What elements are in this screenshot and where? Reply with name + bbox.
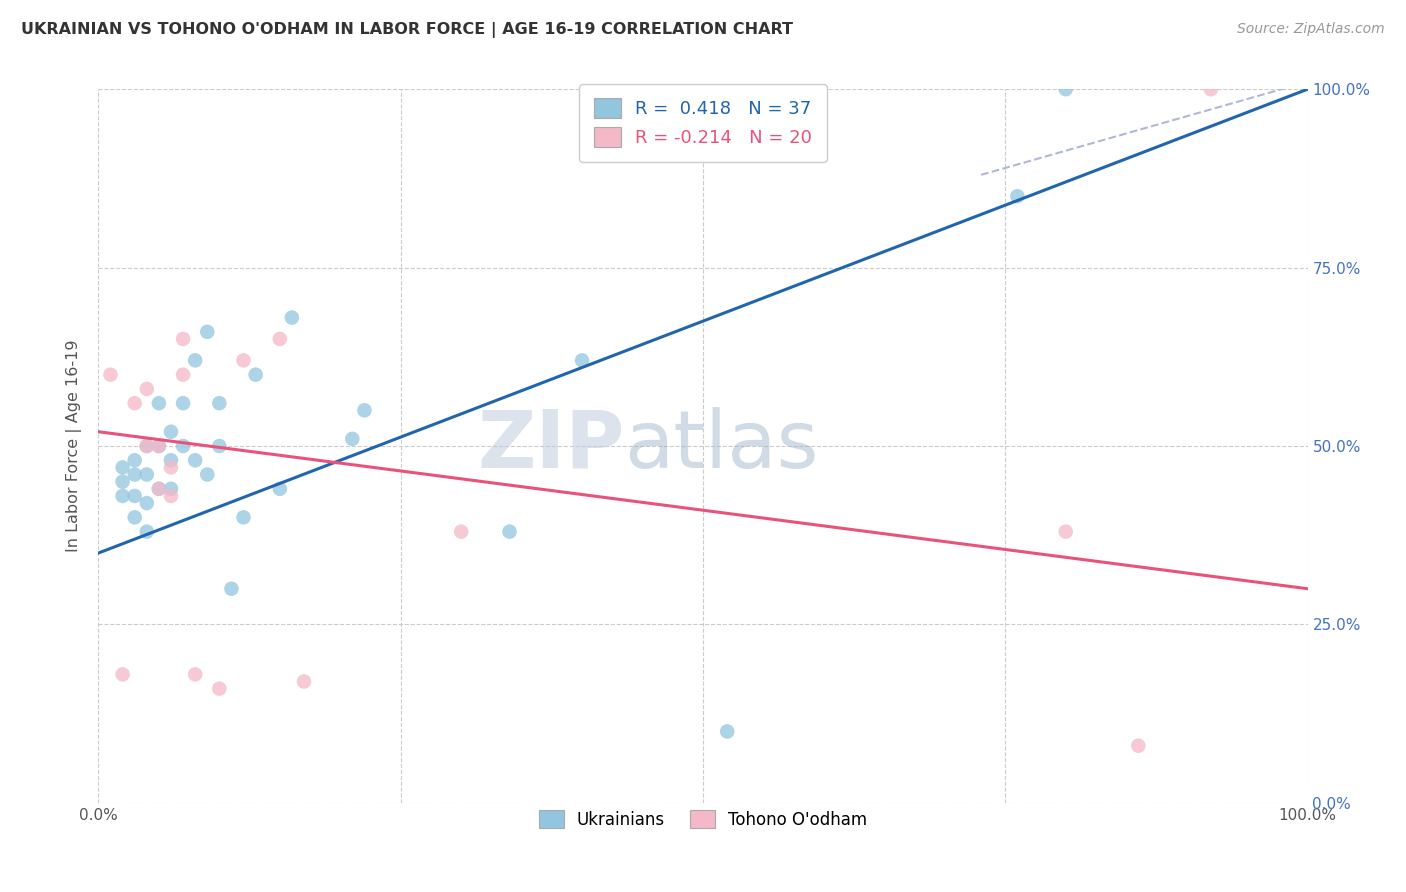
Point	[184, 453, 207, 467]
Point	[100, 368, 122, 382]
Point	[124, 396, 146, 410]
Point	[269, 332, 291, 346]
Point	[111, 489, 134, 503]
Legend: Ukrainians, Tohono O'odham: Ukrainians, Tohono O'odham	[530, 802, 876, 838]
Point	[571, 353, 593, 368]
Point	[184, 667, 207, 681]
Point	[124, 510, 146, 524]
Point	[148, 482, 170, 496]
Point	[172, 396, 194, 410]
Point	[135, 524, 157, 539]
Point	[269, 482, 291, 496]
Point	[353, 403, 375, 417]
Point	[498, 524, 520, 539]
Text: ZIP: ZIP	[477, 407, 624, 485]
Point	[172, 368, 194, 382]
Point	[1128, 739, 1150, 753]
Point	[160, 425, 183, 439]
Point	[135, 382, 157, 396]
Point	[124, 467, 146, 482]
Point	[148, 439, 170, 453]
Point	[1054, 82, 1077, 96]
Point	[281, 310, 304, 325]
Point	[245, 368, 267, 382]
Point	[232, 510, 254, 524]
Point	[135, 496, 157, 510]
Y-axis label: In Labor Force | Age 16-19: In Labor Force | Age 16-19	[66, 340, 83, 552]
Point	[135, 439, 157, 453]
Point	[1007, 189, 1029, 203]
Text: UKRAINIAN VS TOHONO O'ODHAM IN LABOR FORCE | AGE 16-19 CORRELATION CHART: UKRAINIAN VS TOHONO O'ODHAM IN LABOR FOR…	[21, 22, 793, 38]
Point	[208, 681, 231, 696]
Point	[160, 489, 183, 503]
Point	[292, 674, 315, 689]
Point	[1054, 524, 1077, 539]
Point	[195, 325, 218, 339]
Point	[124, 453, 146, 467]
Point	[450, 524, 472, 539]
Point	[208, 396, 231, 410]
Point	[342, 432, 364, 446]
Point	[1199, 82, 1222, 96]
Point	[111, 460, 134, 475]
Point	[172, 332, 194, 346]
Point	[148, 396, 170, 410]
Point	[221, 582, 243, 596]
Point	[135, 439, 157, 453]
Point	[160, 482, 183, 496]
Point	[148, 439, 170, 453]
Point	[135, 467, 157, 482]
Point	[195, 467, 218, 482]
Point	[111, 475, 134, 489]
Point	[111, 667, 134, 681]
Point	[148, 482, 170, 496]
Point	[716, 724, 738, 739]
Point	[172, 439, 194, 453]
Point	[160, 453, 183, 467]
Point	[184, 353, 207, 368]
Text: atlas: atlas	[624, 407, 818, 485]
Point	[232, 353, 254, 368]
Point	[160, 460, 183, 475]
Text: Source: ZipAtlas.com: Source: ZipAtlas.com	[1237, 22, 1385, 37]
Point	[124, 489, 146, 503]
Point	[208, 439, 231, 453]
